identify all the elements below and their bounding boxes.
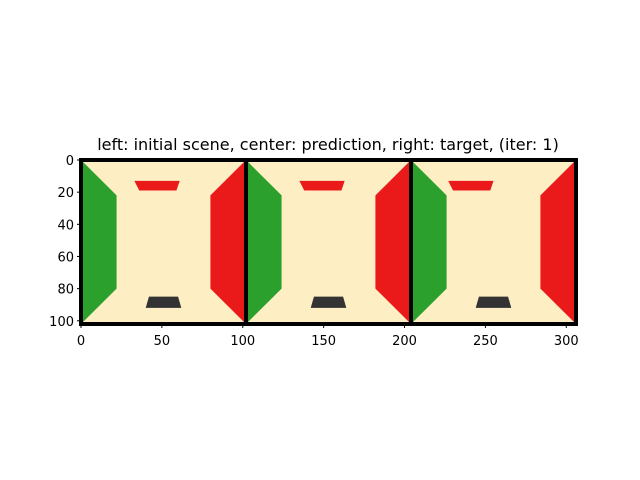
right-wall (375, 160, 411, 324)
y-tick-label: 80 (57, 283, 74, 298)
y-axis: 0 20 40 60 80 100 (49, 154, 81, 330)
x-tick-label: 50 (154, 334, 171, 349)
left-wall (246, 160, 282, 324)
x-tick-label: 300 (554, 334, 579, 349)
right-wall (540, 160, 576, 324)
x-tick-label: 250 (473, 334, 498, 349)
bottom-bar (475, 296, 512, 308)
x-tick-label: 200 (392, 334, 417, 349)
bottom-bar (145, 296, 182, 308)
x-axis: 0 50 100 150 200 250 300 (77, 324, 579, 349)
panel-initial-scene (81, 160, 246, 324)
y-tick-label: 60 (57, 250, 74, 265)
top-bar (299, 180, 345, 191)
top-bar (134, 180, 180, 191)
y-tick-label: 0 (66, 154, 74, 169)
plot-border (79, 158, 578, 326)
bottom-bar (310, 296, 347, 308)
y-tick-label: 20 (57, 186, 74, 201)
plot-area (79, 158, 578, 326)
y-tick-label: 100 (49, 315, 74, 330)
y-tick-label: 40 (57, 218, 74, 233)
left-wall (411, 160, 447, 324)
panel-target (411, 160, 576, 324)
left-wall (81, 160, 117, 324)
chart-title: left: initial scene, center: prediction,… (97, 135, 559, 154)
top-bar (448, 180, 494, 191)
x-tick-label: 150 (311, 334, 336, 349)
panel-prediction (246, 160, 411, 324)
right-wall (210, 160, 246, 324)
x-tick-label: 100 (230, 334, 255, 349)
x-tick-label: 0 (77, 334, 85, 349)
